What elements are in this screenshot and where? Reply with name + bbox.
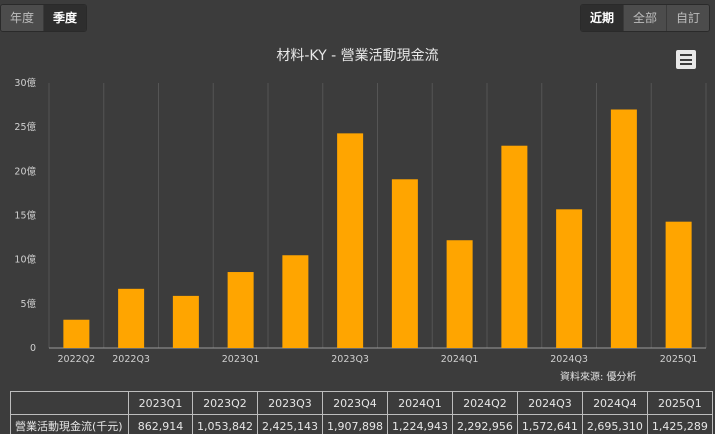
table-corner-cell	[10, 391, 129, 415]
table-header-row: 2023Q1 2023Q2 2023Q3 2023Q4 2024Q1 2024Q…	[10, 391, 713, 415]
table-cell: 1,572,641	[516, 414, 583, 434]
bar-2023Q2	[282, 255, 309, 348]
table-header-cell: 2024Q1	[386, 391, 453, 415]
table-header-cell: 2025Q1	[646, 391, 713, 415]
range-toggle-group: 近期 全部 自訂	[580, 4, 711, 32]
x-tick-label: 2022Q2	[58, 354, 96, 365]
table-cell: 2,425,143	[256, 414, 323, 434]
bar-2023Q4	[391, 179, 418, 348]
bar-2022Q2	[63, 319, 90, 348]
x-tick-label: 2023Q1	[222, 354, 260, 365]
recent-tab[interactable]: 近期	[581, 5, 625, 31]
table-cell: 1,224,943	[386, 414, 453, 434]
y-tick-label: 5億	[20, 298, 36, 310]
bar-2022Q4	[172, 295, 199, 348]
table-row-label: 營業活動現金流(千元)	[10, 414, 129, 434]
x-tick-label: 2023Q3	[331, 354, 369, 365]
data-table: 2023Q1 2023Q2 2023Q3 2023Q4 2024Q1 2024Q…	[10, 391, 715, 434]
x-tick-label: 2025Q1	[660, 354, 698, 365]
y-tick-label: 0	[30, 343, 36, 354]
y-tick-label: 10億	[14, 254, 36, 266]
table-cell: 2,292,956	[451, 414, 518, 434]
bar-2023Q1	[227, 272, 254, 348]
table-header-cell: 2023Q2	[192, 391, 258, 415]
all-tab[interactable]: 全部	[624, 5, 668, 31]
bar-2024Q4	[610, 109, 637, 348]
bar-2024Q2	[501, 145, 528, 348]
x-tick-label: 2024Q1	[441, 354, 479, 365]
chart-title: 材料-KY - 營業活動現金流	[276, 48, 439, 64]
year-tab[interactable]: 年度	[1, 5, 45, 31]
table-header-cell: 2023Q4	[321, 391, 388, 415]
table-cell: 862,914	[128, 414, 193, 434]
bar-2023Q3	[337, 133, 364, 348]
table-row: 營業活動現金流(千元) 862,914 1,053,842 2,425,143 …	[10, 414, 713, 434]
bar-2025Q1	[665, 221, 692, 348]
bar-2022Q3	[118, 288, 145, 348]
table-header-cell: 2024Q4	[581, 391, 648, 415]
y-tick-label: 25億	[14, 121, 36, 133]
period-toggle-group: 年度 季度	[0, 4, 88, 32]
y-tick-label: 15億	[14, 210, 36, 222]
y-tick-label: 20億	[14, 165, 36, 177]
table-header-cell: 2023Q1	[128, 391, 193, 415]
table-header-cell: 2023Q3	[256, 391, 323, 415]
table-cell: 1,907,898	[321, 414, 388, 434]
quarter-tab[interactable]: 季度	[44, 5, 87, 31]
x-tick-label: 2024Q3	[550, 354, 588, 365]
table-cell: 1,053,842	[192, 414, 258, 434]
table-header-cell: 2024Q3	[516, 391, 583, 415]
y-tick-label: 30億	[14, 77, 36, 89]
bar-2024Q3	[556, 209, 583, 348]
bar-2024Q1	[446, 240, 473, 348]
table-cell: 1,425,289	[646, 414, 713, 434]
x-tick-label: 2022Q3	[112, 354, 150, 365]
custom-tab[interactable]: 自訂	[667, 5, 710, 31]
table-cell: 2,695,310	[581, 414, 648, 434]
source-text: 資料來源: 優分析	[560, 372, 637, 383]
table-header-cell: 2024Q2	[451, 391, 518, 415]
hamburger-menu-icon[interactable]	[676, 50, 696, 69]
bar-chart: 0 5億 10億 15億 20億 25億 30億 2022Q2 2022Q3 2023Q1 2023…	[14, 77, 707, 365]
